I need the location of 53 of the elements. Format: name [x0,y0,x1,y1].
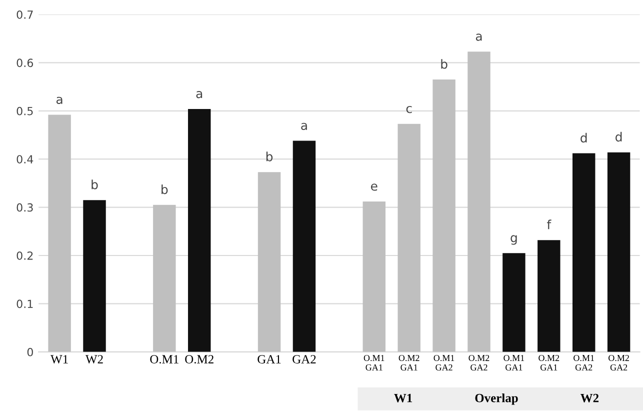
data-label: d [616,132,622,142]
bar [572,153,596,352]
bar [432,80,456,352]
data-label: d [580,132,587,143]
x-tick-label: O.M1 GA2 [434,354,454,370]
x-tick-label: O.M1 [150,355,178,364]
data-label: c [406,106,412,114]
bar [468,52,490,352]
data-label: e [370,184,378,191]
x-tick-label: O.M1 GA2 [574,354,594,370]
y-tick-label: 0.5 [16,106,33,116]
y-tick-label: 0.3 [16,203,33,212]
data-label: b [162,184,168,194]
x-tick-label: O.M2 [185,355,214,364]
y-tick-label: 0.6 [16,58,34,68]
bar [48,114,71,352]
bar [188,108,211,352]
y-tick-label: 0.2 [16,251,33,260]
text: Overlap [475,393,518,405]
data-label: a [196,91,202,98]
x-tick-label: W2 [85,355,103,364]
data-label: g [510,235,517,245]
bar [258,172,281,352]
y-tick-label: 0.7 [16,10,33,19]
bar [538,240,560,352]
bar [607,152,630,352]
y-tick-label: 0.1 [16,300,33,308]
x-tick-label: O.M2 GA1 [398,354,420,370]
text: W2 [580,394,599,402]
x-tick-label: O.M2 GA2 [468,354,490,370]
bar [398,124,420,352]
data-label: a [301,122,307,130]
bar [153,204,176,352]
x-tick-label: W1 [50,355,68,364]
bar [362,202,386,352]
y-tick-label: 0 [27,348,33,356]
data-label: a [476,34,482,41]
bar [83,200,106,352]
bar [292,140,316,352]
x-tick-label: O.M1 GA1 [504,354,524,370]
data-label: b [441,59,448,69]
data-label: a [56,96,62,104]
x-tick-label: O.M2 GA1 [538,354,560,370]
y-tick-label: 0.4 [16,155,34,164]
x-tick-label: GA1 [258,355,281,364]
text: W1 [394,394,412,402]
bar [502,253,526,352]
data-label: b [266,152,273,162]
data-label: f [546,220,552,230]
x-tick-label: O.M1 GA1 [364,354,384,370]
x-tick-label: O.M2 GA2 [608,354,629,370]
data-label: b [92,180,98,190]
x-tick-label: GA2 [292,355,316,364]
